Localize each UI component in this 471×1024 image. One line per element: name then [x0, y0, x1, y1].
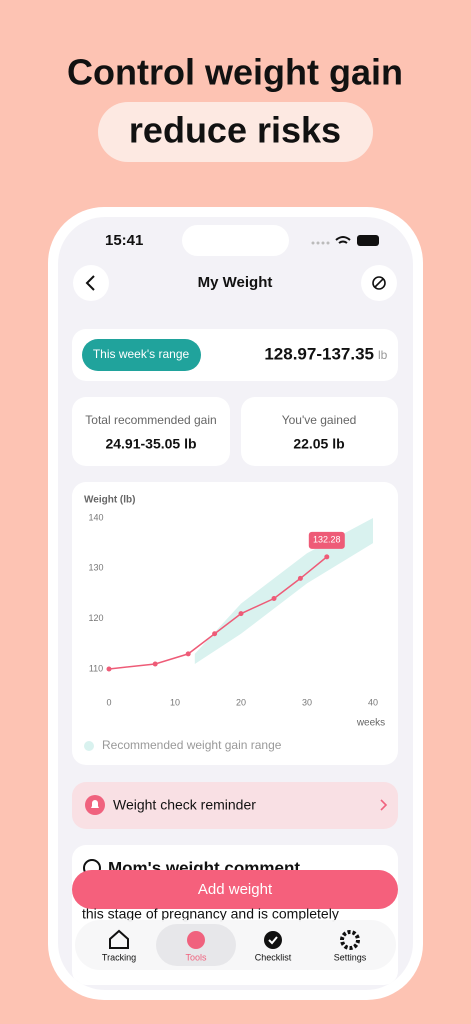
- range-pill: [82, 339, 201, 371]
- legend-swatch: [84, 741, 94, 751]
- value-label: 132.28: [313, 535, 341, 545]
- add-weight-button[interactable]: [72, 870, 398, 909]
- legend-label: Recommended weight gain range: [102, 738, 282, 752]
- edit-icon-slash: [374, 278, 384, 288]
- line: [108, 556, 328, 670]
- gain-value: 22.05 lb: [293, 436, 344, 452]
- point: [152, 661, 158, 667]
- gain-value: 24.91-35.05 lb: [105, 436, 196, 452]
- range-label: This week's range: [93, 347, 190, 361]
- x-tick-label: 30: [302, 697, 312, 707]
- x-tick-label: 10: [170, 697, 180, 707]
- range-unit: lb: [378, 348, 388, 362]
- range-value: 128.97-137.35: [264, 344, 374, 363]
- tab-icon: [340, 930, 360, 950]
- tab-label[interactable]: Checklist: [255, 952, 292, 962]
- point: [297, 575, 303, 581]
- tab-label[interactable]: Settings: [334, 952, 367, 962]
- dynamic-island: [182, 225, 289, 256]
- wifi-icon: [335, 236, 351, 244]
- reminder-card[interactable]: [72, 782, 398, 829]
- comment-text: this stage of pregnancy and is completel…: [82, 906, 339, 922]
- headline-pill-text: reduce risks: [129, 110, 341, 151]
- chevron: [380, 799, 388, 811]
- y-tick-label: 140: [88, 512, 103, 522]
- x-tick-label: 40: [368, 697, 378, 707]
- back-icon: [85, 275, 95, 291]
- tab-label[interactable]: Tracking: [102, 952, 136, 962]
- bell-shape: [91, 800, 99, 808]
- point: [212, 631, 218, 637]
- tab-icon: [264, 931, 282, 949]
- tab-icon: [187, 931, 205, 949]
- x-tick-label: 0: [106, 697, 111, 707]
- tab-label[interactable]: Tools: [185, 952, 207, 962]
- gain-label: Total recommended gain: [85, 413, 216, 427]
- point: [271, 596, 277, 602]
- edit-icon: [372, 276, 386, 290]
- headline: Control weight gain: [67, 52, 403, 93]
- point: [324, 554, 330, 560]
- gain-label: You've gained: [282, 413, 357, 427]
- y-axis-label: Weight (lb): [84, 495, 135, 506]
- headline-pill: [98, 102, 373, 162]
- y-tick-label: 130: [88, 563, 103, 573]
- plot: 110 120 130 140 0 10 20 30 40 132.28: [88, 512, 378, 707]
- x-axis-label: weeks: [356, 718, 385, 729]
- tab-icon-check: [268, 936, 278, 945]
- nav-title: My Weight: [198, 274, 273, 291]
- y-tick-label: 110: [89, 663, 103, 673]
- y-tick-label: 120: [88, 613, 103, 623]
- gain-card: [72, 397, 230, 466]
- signal: [311, 241, 330, 245]
- gain-card: [241, 397, 398, 466]
- tab-icon: [109, 929, 129, 949]
- point: [106, 666, 112, 672]
- point: [185, 651, 191, 657]
- battery-icon: [357, 235, 379, 246]
- reminder-label: Weight check reminder: [113, 797, 256, 813]
- point: [238, 611, 244, 617]
- add-weight-label: Add weight: [198, 881, 273, 898]
- x-tick-label: 20: [236, 697, 246, 707]
- value-label-bg: [308, 531, 345, 549]
- status-time: 15:41: [105, 232, 143, 249]
- back-button[interactable]: [73, 265, 109, 301]
